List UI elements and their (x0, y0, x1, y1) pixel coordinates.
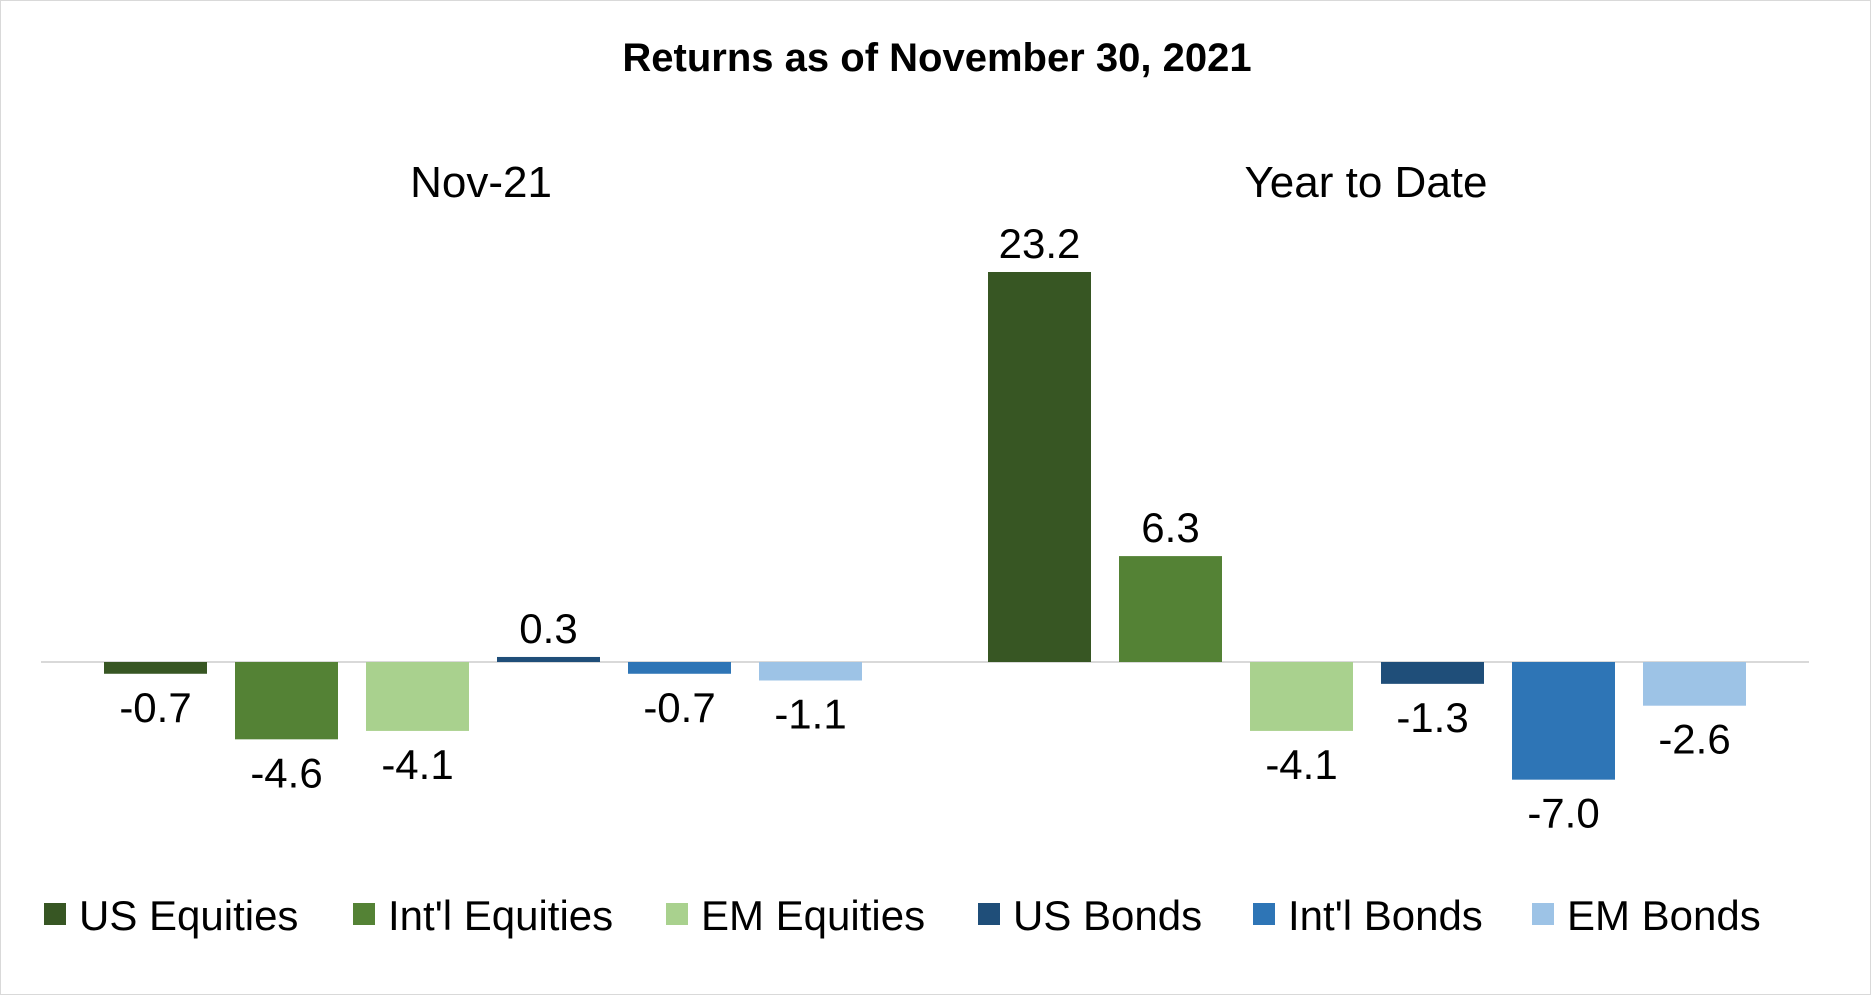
category-label-nov-21: Nov-21 (410, 158, 552, 207)
legend-swatch-em-equities (666, 903, 688, 925)
bar-us-bonds-year-to-date (1381, 662, 1484, 684)
legend: US Equities Int'l Equities EM Equities US B… (44, 892, 1761, 939)
legend-swatch-us-bonds (978, 903, 1000, 925)
legend-swatch-em-bonds (1532, 903, 1554, 925)
bar-int-l-equities-year-to-date (1119, 556, 1222, 662)
bar-em-equities-year-to-date (1250, 662, 1353, 731)
legend-label-em-equities: EM Equities (701, 892, 925, 939)
legend-swatch-int-l-bonds (1253, 903, 1275, 925)
legend-label-us-equities: US Equities (79, 892, 298, 939)
data-label-us-equities-nov-21: -0.7 (119, 684, 191, 731)
bar-em-bonds-year-to-date (1643, 662, 1746, 706)
legend-swatch-int-l-equities (353, 903, 375, 925)
data-label-us-bonds-year-to-date: -1.3 (1396, 694, 1468, 741)
bar-em-equities-nov-21 (366, 662, 469, 731)
data-label-em-bonds-nov-21: -1.1 (774, 690, 846, 737)
data-label-int-l-bonds-year-to-date: -7.0 (1527, 790, 1599, 837)
bars-group (104, 272, 1746, 780)
bar-us-equities-year-to-date (988, 272, 1091, 662)
chart-title: Returns as of November 30, 2021 (622, 36, 1251, 80)
bar-us-equities-nov-21 (104, 662, 207, 674)
bar-em-bonds-nov-21 (759, 662, 862, 681)
category-label-year-to-date: Year to Date (1245, 158, 1488, 207)
data-label-us-bonds-nov-21: 0.3 (519, 605, 577, 652)
bar-int-l-equities-nov-21 (235, 662, 338, 740)
bar-us-bonds-nov-21 (497, 656, 600, 662)
data-label-int-l-equities-year-to-date: 6.3 (1141, 504, 1199, 551)
legend-label-int-l-equities: Int'l Equities (388, 892, 613, 939)
legend-swatch-us-equities (44, 903, 66, 925)
data-labels-group: -0.7 23.2 -4.6 6.3 -4.1 -4.1 0.3 -1.3 -0.7 -7.0 -1… (119, 220, 1730, 837)
data-label-em-equities-nov-21: -4.1 (381, 741, 453, 788)
bar-int-l-bonds-year-to-date (1512, 662, 1615, 780)
data-label-int-l-equities-nov-21: -4.6 (250, 749, 322, 796)
data-label-int-l-bonds-nov-21: -0.7 (643, 684, 715, 731)
legend-label-us-bonds: US Bonds (1013, 892, 1202, 939)
data-label-us-equities-year-to-date: 23.2 (999, 220, 1081, 267)
bar-int-l-bonds-nov-21 (628, 662, 731, 674)
legend-label-int-l-bonds: Int'l Bonds (1288, 892, 1483, 939)
data-label-em-equities-year-to-date: -4.1 (1265, 741, 1337, 788)
legend-label-em-bonds: EM Bonds (1567, 892, 1761, 939)
data-label-em-bonds-year-to-date: -2.6 (1658, 716, 1730, 763)
